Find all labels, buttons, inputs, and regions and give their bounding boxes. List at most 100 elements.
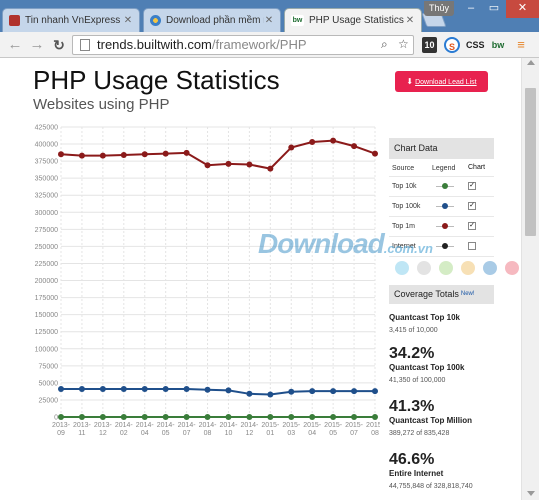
x-tick-label: 2014- <box>240 422 259 429</box>
color-swatch[interactable] <box>417 261 431 275</box>
source-label: Top 1m <box>392 223 415 230</box>
forward-button[interactable]: → <box>29 36 45 53</box>
x-tick-label: 2015- <box>303 422 322 429</box>
y-tick-label: 50000 <box>39 380 59 387</box>
data-point <box>225 414 232 420</box>
source-label: Top 100k <box>392 203 421 210</box>
coverage-totals-panel: Coverage Totals New! Quantcast Top 10k 3,… <box>389 285 494 490</box>
maximize-button[interactable]: ▭ <box>488 2 500 14</box>
y-tick-label: 350000 <box>35 176 58 183</box>
menu-icon[interactable]: ≡ <box>517 37 525 52</box>
data-point <box>246 390 253 397</box>
data-point <box>120 386 127 393</box>
data-point <box>58 386 64 393</box>
data-point <box>141 414 148 420</box>
extension-css-icon[interactable]: CSS <box>466 40 485 50</box>
y-tick-label: 25000 <box>39 397 59 404</box>
scrollbar-thumb[interactable] <box>525 88 536 236</box>
x-tick-label: 2013- <box>73 422 92 429</box>
tab-close-icon[interactable]: ✕ <box>405 15 415 26</box>
coverage-count: 44,755,848 of 328,818,740 <box>389 483 473 490</box>
color-swatch[interactable] <box>461 261 475 275</box>
data-point <box>330 137 337 144</box>
chart-toggle-checkbox[interactable] <box>468 242 476 250</box>
data-point <box>309 388 316 395</box>
x-tick-label: 2013- <box>52 422 71 429</box>
extension-10-icon[interactable]: 10 <box>422 37 437 53</box>
scroll-down-arrow-icon[interactable] <box>527 491 535 496</box>
tab-close-icon[interactable]: ✕ <box>264 15 274 26</box>
tab-download[interactable]: Download phần mềm miễ ✕ <box>143 8 281 32</box>
download-lead-list-button[interactable]: ⬇ Download Lead List <box>395 71 488 92</box>
reload-button[interactable]: ↻ <box>53 37 65 53</box>
bookmark-star-icon[interactable]: ☆ <box>398 37 409 51</box>
extension-bw-icon[interactable]: bw <box>491 40 505 50</box>
x-tick-label: 2014- <box>199 422 218 429</box>
x-tick-label: 2014- <box>157 422 176 429</box>
y-tick-label: 125000 <box>35 329 58 336</box>
color-swatch[interactable] <box>483 261 497 275</box>
y-tick-label: 75000 <box>39 363 59 370</box>
coverage-item: 41.3% Quantcast Top Million 389,272 of 8… <box>389 398 519 439</box>
x-tick-label: 2015- <box>345 422 364 429</box>
vertical-scrollbar[interactable] <box>521 58 539 500</box>
data-point <box>267 414 274 420</box>
url-path: /framework/PHP <box>211 37 307 52</box>
color-swatch[interactable] <box>439 261 453 275</box>
data-point <box>225 387 232 394</box>
tab-title: PHP Usage Statistics <box>309 15 404 26</box>
color-swatch[interactable] <box>505 261 519 275</box>
zoom-icon[interactable]: ⌕ <box>381 37 388 51</box>
minimize-button[interactable]: – <box>467 2 475 14</box>
close-window-button[interactable]: ✕ <box>506 0 539 18</box>
x-tick-label: 2013- <box>94 422 113 429</box>
data-point <box>288 144 295 151</box>
chart-data-row: Internet <box>389 237 494 257</box>
download-arrow-icon: ⬇ <box>406 77 414 86</box>
data-point <box>99 386 106 393</box>
y-tick-label: 425000 <box>35 125 58 132</box>
chart-data-panel: Chart Data Source Legend Chart Top 10k ✓… <box>389 138 494 257</box>
user-profile-badge[interactable]: Thủy <box>424 1 454 16</box>
x-tick-label: 08 <box>371 430 379 437</box>
legend-swatch <box>434 242 456 251</box>
coverage-count: 389,272 of 835,428 <box>389 430 450 437</box>
x-tick-label: 2015- <box>366 422 380 429</box>
tab-close-icon[interactable]: ✕ <box>123 15 133 26</box>
source-label: Internet <box>392 243 416 250</box>
builtwith-favicon-icon: bw <box>291 15 304 26</box>
tab-strip: Tin nhanh VnExpress - Đọ ✕ Download phần… <box>0 0 539 32</box>
coverage-name: Quantcast Top 100k <box>389 363 465 372</box>
y-tick-label: 150000 <box>35 312 58 319</box>
y-tick-label: 225000 <box>35 261 58 268</box>
data-point <box>309 414 316 420</box>
extension-s-icon[interactable]: S <box>444 37 460 53</box>
chart-toggle-checkbox[interactable]: ✓ <box>468 182 476 190</box>
x-tick-label: 03 <box>287 430 295 437</box>
coverage-totals-heading: Coverage Totals New! <box>389 285 494 304</box>
coverage-name: Quantcast Top 10k <box>389 313 460 322</box>
color-swatch[interactable] <box>395 261 409 275</box>
scroll-up-arrow-icon[interactable] <box>527 60 535 65</box>
coverage-item: 34.2% Quantcast Top 100k 41,350 of 100,0… <box>389 345 519 386</box>
data-point <box>246 161 253 168</box>
chart-data-row: Top 100k ✓ <box>389 197 494 217</box>
y-tick-label: 200000 <box>35 278 58 285</box>
x-tick-label: 11 <box>78 430 85 437</box>
x-tick-label: 01 <box>266 430 274 437</box>
x-tick-label: 09 <box>57 430 65 437</box>
data-point <box>162 386 169 393</box>
address-bar[interactable]: trends.builtwith.com/framework/PHP <box>72 35 414 55</box>
coverage-item: 46.6% Entire Internet 44,755,848 of 328,… <box>389 451 519 492</box>
column-source: Source <box>392 165 415 172</box>
back-button[interactable]: ← <box>7 36 23 53</box>
chart-toggle-checkbox[interactable]: ✓ <box>468 222 476 230</box>
tab-vnexpress[interactable]: Tin nhanh VnExpress - Đọ ✕ <box>2 8 140 32</box>
chart-toggle-checkbox[interactable]: ✓ <box>468 202 476 210</box>
series-line <box>61 388 375 396</box>
x-tick-label: 2014- <box>178 422 197 429</box>
x-tick-label: 2015- <box>282 422 301 429</box>
data-point <box>372 150 378 157</box>
tab-php-usage[interactable]: bw PHP Usage Statistics ✕ <box>284 8 422 32</box>
